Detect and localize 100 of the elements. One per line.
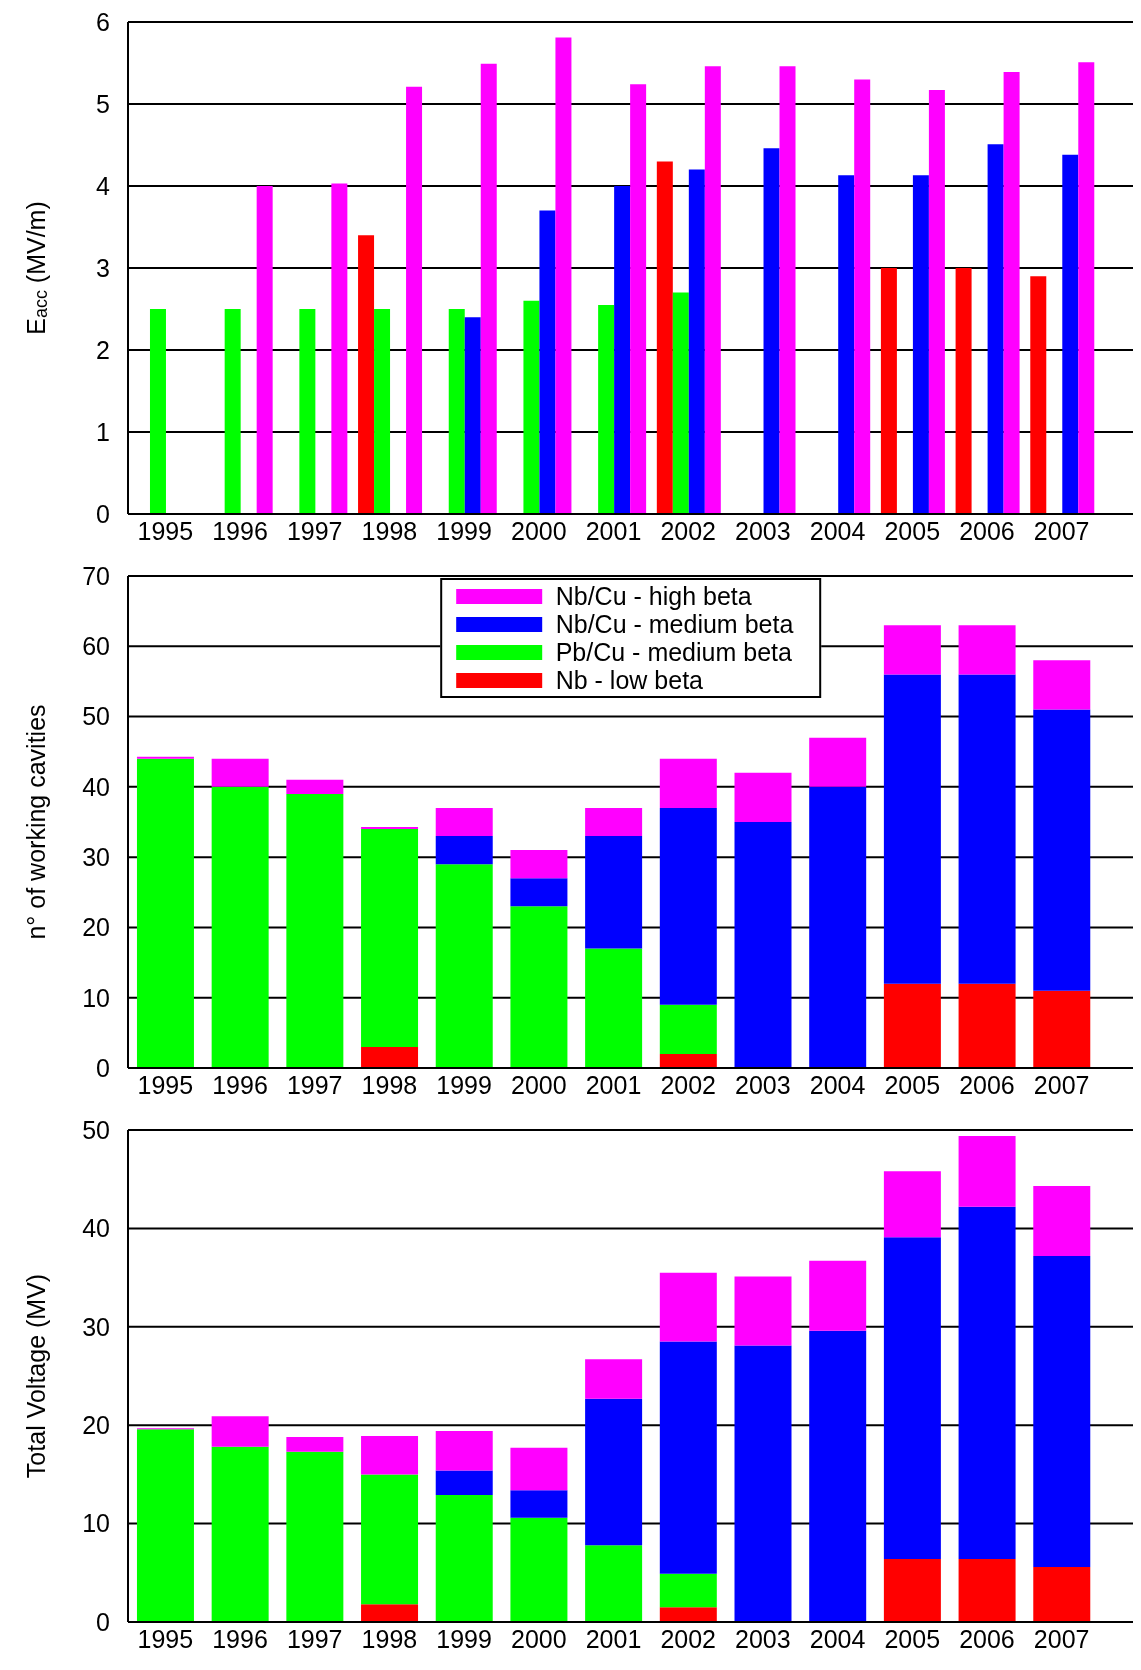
legend-label: Nb/Cu - medium beta: [555, 610, 794, 638]
bar: [656, 161, 673, 514]
x-tick-label: 2001: [585, 1624, 642, 1653]
bar: [659, 1607, 717, 1622]
x-tick-label: 2006: [959, 1070, 1015, 1099]
bar: [435, 1470, 493, 1496]
x-tick-label: 2002: [660, 1070, 716, 1099]
bar: [1033, 1255, 1091, 1567]
bar: [523, 300, 540, 514]
bar: [880, 268, 897, 514]
x-tick-label: 1999: [436, 1070, 492, 1099]
bar: [406, 86, 423, 514]
bar: [136, 756, 194, 759]
y-tick-label: 30: [82, 1312, 110, 1341]
y-tick-label: 10: [82, 1509, 110, 1538]
bar: [510, 1490, 568, 1518]
x-tick-label: 1997: [286, 1070, 343, 1099]
x-tick-label: 2005: [884, 1070, 941, 1099]
x-tick-label: 1995: [137, 516, 194, 545]
bar: [659, 1573, 717, 1608]
bar: [734, 822, 792, 1068]
bar: [374, 309, 391, 514]
legend-label: Nb - low beta: [555, 666, 703, 694]
bar: [912, 175, 929, 514]
x-tick-label: 2006: [959, 516, 1015, 545]
bar: [958, 1206, 1016, 1560]
x-tick-label: 2006: [959, 1624, 1015, 1653]
y-tick-label: 20: [82, 913, 110, 942]
bar: [299, 309, 316, 514]
bar: [211, 1416, 269, 1447]
x-tick-label: 2001: [585, 1070, 642, 1099]
bar: [958, 983, 1016, 1068]
bar: [136, 758, 194, 1068]
bar: [883, 1559, 941, 1622]
bar: [149, 309, 166, 514]
bar: [435, 1495, 493, 1622]
bar: [598, 304, 615, 514]
bar: [809, 786, 867, 1068]
bar: [659, 807, 717, 1005]
y-tick-label: 4: [96, 171, 111, 200]
bar: [809, 737, 867, 787]
bar: [480, 63, 497, 514]
bar: [585, 1398, 643, 1546]
bar: [659, 1053, 717, 1068]
bar: [809, 1260, 867, 1331]
bar: [510, 1447, 568, 1491]
bar: [809, 1330, 867, 1622]
bar: [688, 169, 705, 514]
x-tick-label: 2007: [1033, 516, 1090, 545]
bar: [510, 878, 568, 907]
bar: [928, 90, 945, 514]
bar: [224, 309, 241, 514]
x-tick-label: 2004: [809, 516, 866, 545]
y-tick-label: 0: [96, 499, 110, 528]
bar: [955, 268, 972, 514]
x-tick-label: 1995: [137, 1070, 194, 1099]
bar: [734, 1276, 792, 1346]
bar: [883, 674, 941, 984]
y-tick-label: 0: [96, 1053, 110, 1082]
bar: [659, 1341, 717, 1574]
bar: [361, 1604, 419, 1622]
bar: [585, 948, 643, 1068]
bar: [585, 836, 643, 949]
bar: [555, 37, 572, 514]
x-tick-label: 2004: [809, 1070, 866, 1099]
y-tick-label: 40: [82, 1214, 110, 1243]
y-axis-title: Total Voltage (MV): [22, 1273, 50, 1479]
x-tick-label: 2007: [1033, 1624, 1090, 1653]
bar: [256, 186, 273, 514]
bar: [659, 758, 717, 808]
bar: [1033, 1186, 1091, 1256]
x-tick-label: 2000: [511, 1070, 567, 1099]
bar: [211, 786, 269, 1068]
y-tick-label: 60: [82, 632, 110, 661]
bar: [672, 292, 689, 514]
bar: [361, 826, 419, 830]
bar: [1033, 709, 1091, 991]
x-tick-label: 2003: [735, 516, 791, 545]
x-tick-label: 2000: [511, 1624, 567, 1653]
bar: [734, 1345, 792, 1622]
x-tick-label: 2004: [809, 1624, 866, 1653]
bar: [883, 1171, 941, 1238]
bar: [435, 1431, 493, 1471]
y-tick-label: 6: [96, 7, 110, 36]
y-tick-label: 40: [82, 772, 110, 801]
y-tick-label: 20: [82, 1411, 110, 1440]
bar: [614, 186, 631, 514]
bar: [1033, 660, 1091, 710]
y-axis-title: n° of working cavities: [22, 704, 50, 940]
bar: [539, 210, 556, 514]
legend-label: Pb/Cu - medium beta: [555, 638, 792, 666]
bar: [286, 779, 344, 794]
y-tick-label: 3: [96, 253, 110, 282]
bar: [361, 1046, 419, 1068]
bar: [585, 1359, 643, 1399]
bar: [1003, 72, 1020, 514]
bar: [1033, 990, 1091, 1068]
x-tick-label: 1997: [286, 516, 343, 545]
bar: [361, 829, 419, 1047]
bar: [659, 1004, 717, 1054]
